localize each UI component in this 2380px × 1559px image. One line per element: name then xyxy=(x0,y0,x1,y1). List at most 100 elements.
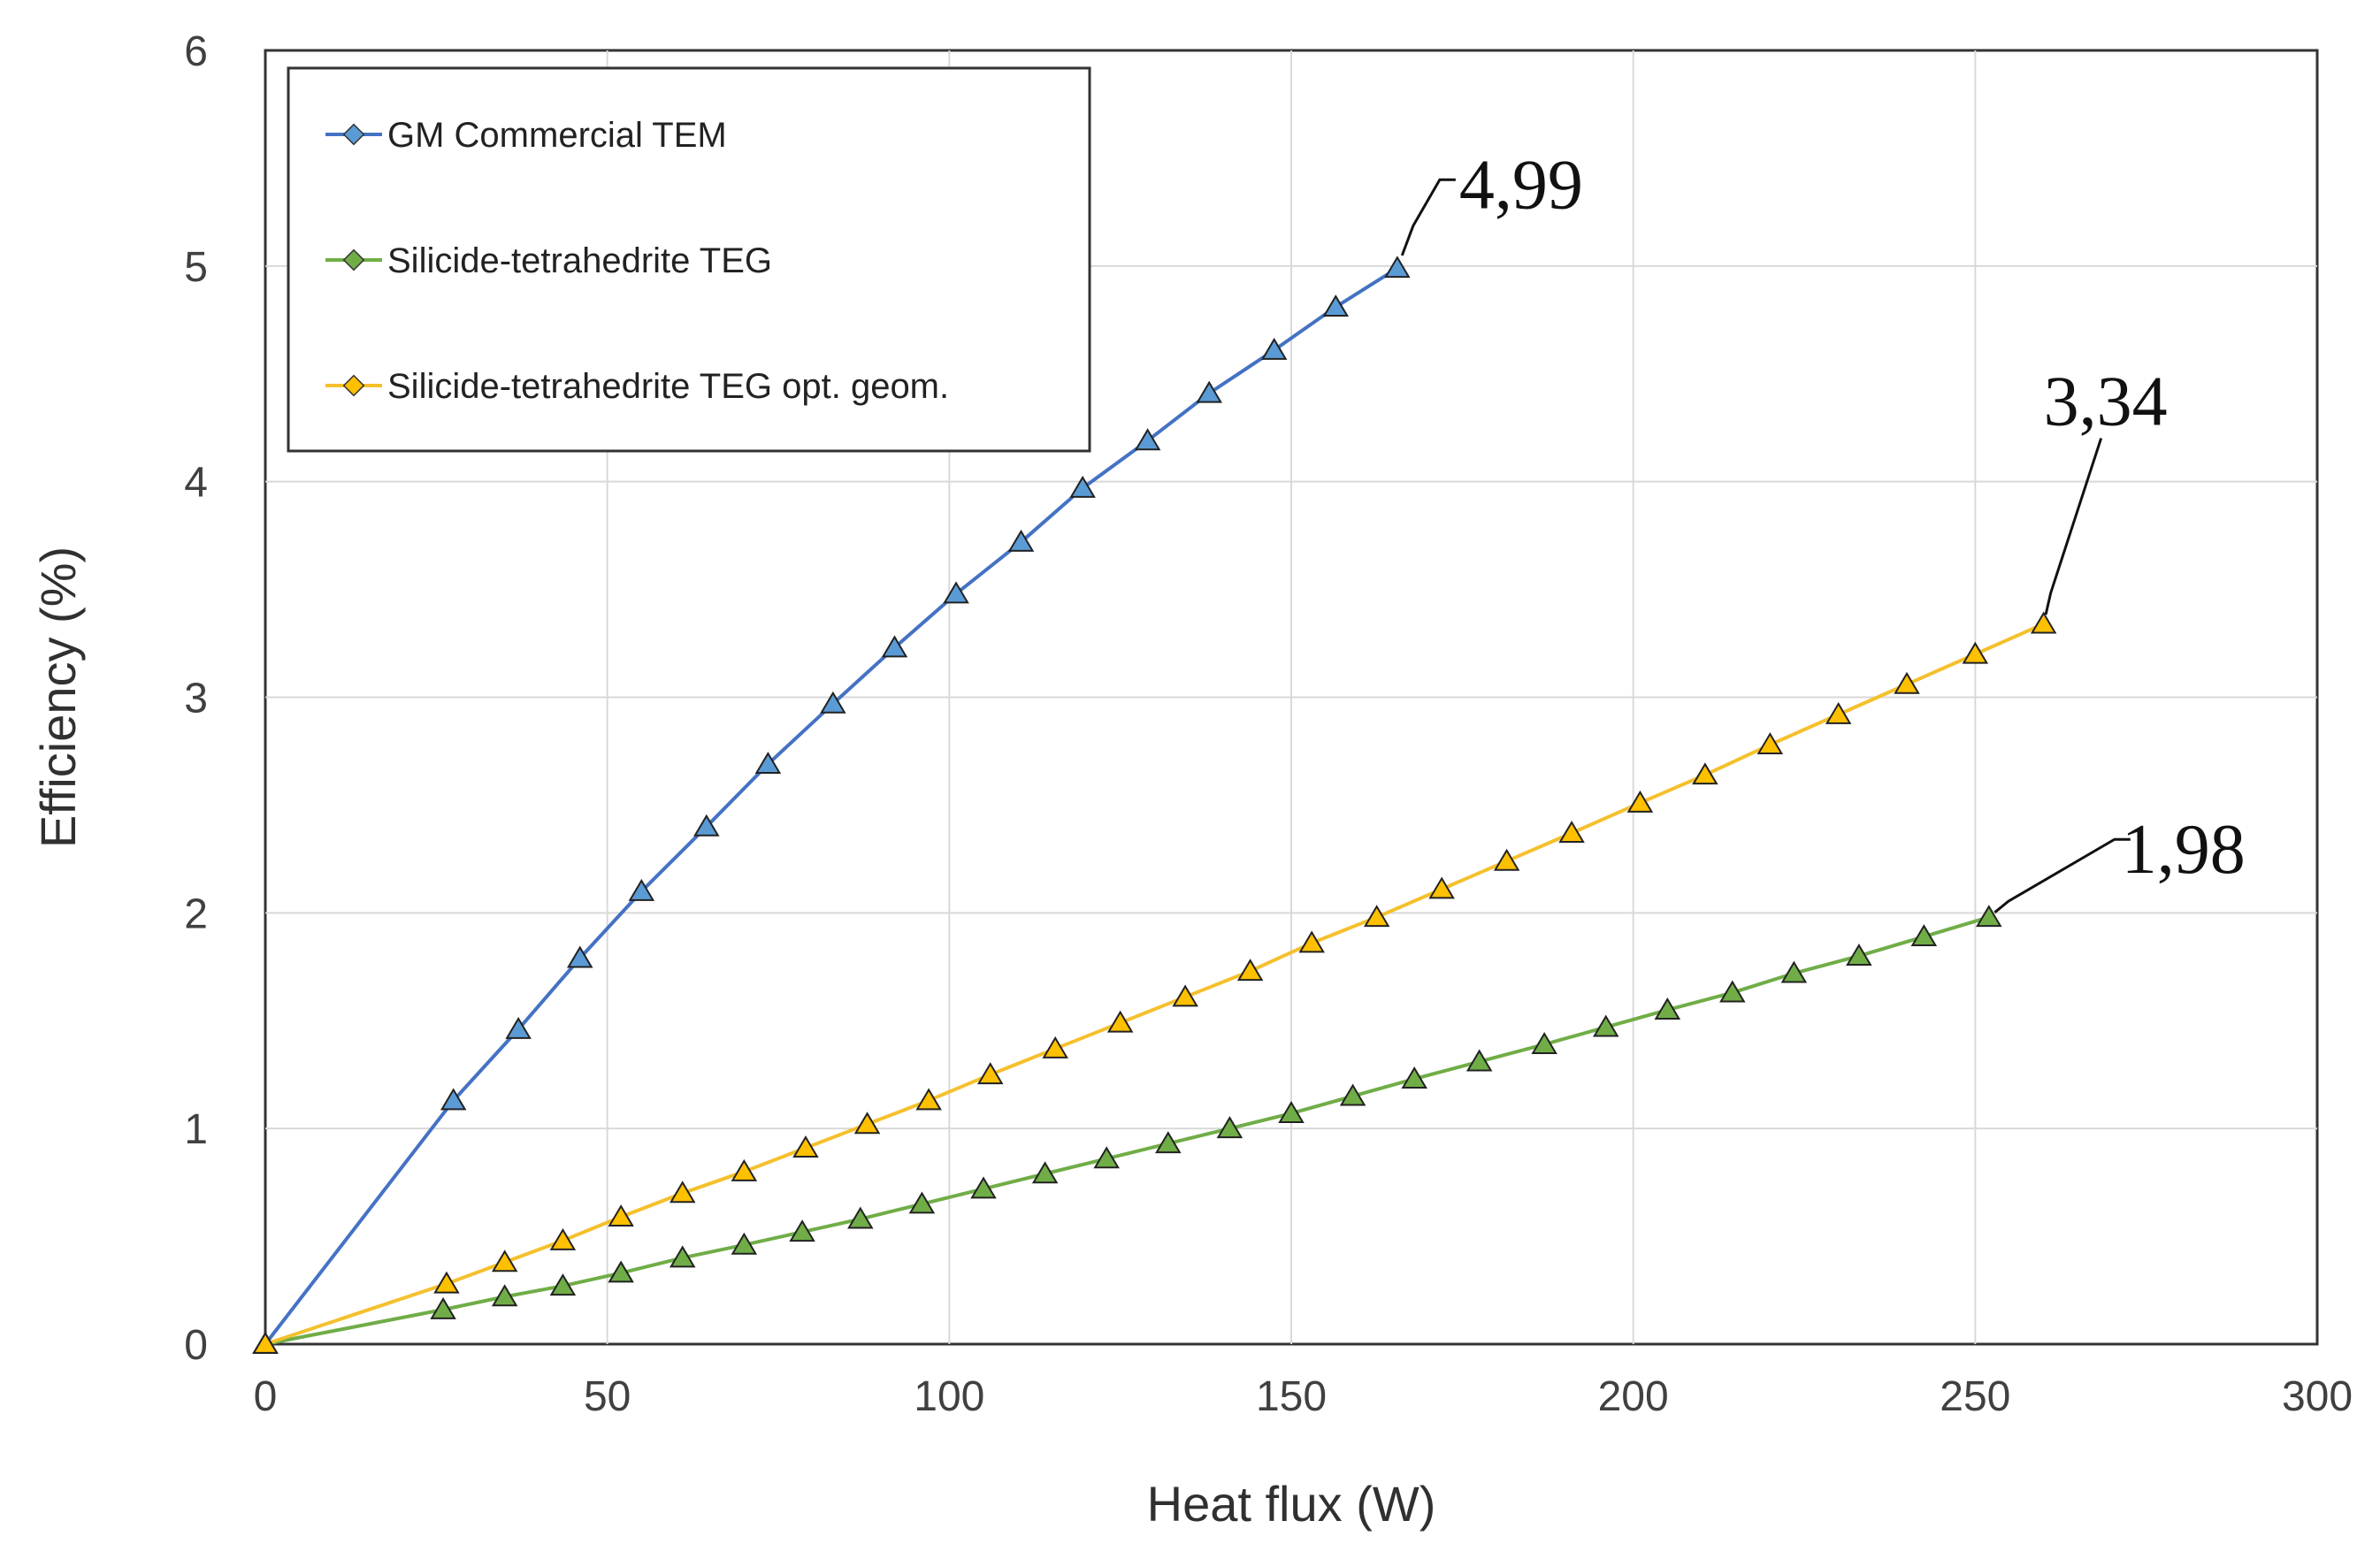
data-point xyxy=(669,1181,696,1204)
y-tick-label: 1 xyxy=(184,1106,208,1153)
value-callouts: 4,99 1,98 3,34 xyxy=(1400,146,2246,913)
data-point xyxy=(693,814,720,837)
data-point xyxy=(915,1088,942,1111)
data-point xyxy=(2030,611,2057,634)
data-point xyxy=(1976,905,2002,928)
data-point xyxy=(908,1191,936,1214)
callout-label: 4,99 xyxy=(1459,146,1583,224)
x-tick-label: 150 xyxy=(1256,1373,1327,1420)
callout-leader-line xyxy=(2044,438,2103,615)
callout-label: 3,34 xyxy=(2044,363,2168,441)
data-point xyxy=(491,1249,518,1272)
data-point xyxy=(976,1062,1004,1085)
data-point xyxy=(1825,701,1852,724)
data-point xyxy=(1042,1036,1068,1058)
data-point xyxy=(608,1204,634,1227)
x-tick-label: 200 xyxy=(1598,1373,1669,1420)
data-point xyxy=(1780,960,1808,983)
x-tick-label: 0 xyxy=(254,1373,278,1420)
data-point xyxy=(1236,959,1264,982)
data-point xyxy=(1493,848,1520,871)
data-point xyxy=(1756,732,1784,755)
data-point xyxy=(491,1284,518,1307)
legend: GM Commercial TEM Silicide-tetrahedrite T… xyxy=(287,66,1091,453)
data-point xyxy=(731,1232,758,1255)
y-tick-label: 6 xyxy=(184,28,208,75)
data-point xyxy=(1093,1146,1120,1169)
legend-label: Silicide-tetrahedrite TEG xyxy=(387,241,772,280)
x-tick-label: 100 xyxy=(914,1373,984,1420)
legend-marker-swatch xyxy=(342,123,365,146)
data-point xyxy=(970,1176,997,1199)
data-point xyxy=(430,1296,456,1319)
data-point xyxy=(1654,997,1681,1020)
x-axis-title: Heat flux (W) xyxy=(1147,1476,1436,1532)
callout-label: 1,98 xyxy=(2122,811,2246,889)
callout-leader-line xyxy=(1994,837,2131,913)
data-point xyxy=(789,1219,815,1242)
legend-marker-swatch xyxy=(342,374,365,397)
data-point xyxy=(1196,380,1222,403)
data-point xyxy=(1846,944,1872,966)
x-tick-labels: 0 50 100 150 200 250 300 xyxy=(254,1373,2353,1420)
data-point xyxy=(628,878,655,901)
data-point xyxy=(1216,1116,1244,1139)
y-tick-labels: 0 1 2 3 4 5 6 xyxy=(184,28,208,1369)
data-point xyxy=(1894,671,1920,694)
x-tick-label: 250 xyxy=(1940,1373,2010,1420)
data-point xyxy=(853,1112,881,1135)
data-point xyxy=(1134,428,1161,451)
data-point xyxy=(1031,1161,1059,1184)
data-point xyxy=(433,1271,460,1294)
data-point xyxy=(943,581,969,604)
data-point xyxy=(1428,876,1455,899)
data-point xyxy=(1155,1131,1182,1154)
data-point xyxy=(1363,905,1390,928)
data-point xyxy=(1298,930,1325,953)
data-point xyxy=(1069,475,1096,498)
y-tick-label: 3 xyxy=(184,676,208,722)
data-point xyxy=(505,1016,532,1039)
y-axis-title: Efficiency (%) xyxy=(30,546,86,848)
legend-label: GM Commercial TEM xyxy=(387,116,727,155)
data-point xyxy=(566,945,593,968)
data-point xyxy=(1910,924,1938,947)
data-point xyxy=(1007,529,1035,552)
data-point xyxy=(1558,821,1585,844)
data-point xyxy=(1322,294,1350,317)
data-point xyxy=(1384,256,1411,279)
data-point xyxy=(608,1260,634,1283)
data-point xyxy=(754,752,782,774)
data-point xyxy=(440,1088,467,1111)
data-point xyxy=(792,1135,819,1158)
data-point xyxy=(1592,1014,1619,1037)
legend-box xyxy=(287,66,1091,453)
data-point xyxy=(1260,337,1288,360)
y-tick-label: 4 xyxy=(184,460,208,507)
data-point xyxy=(1278,1101,1305,1123)
series-markers xyxy=(252,256,2057,1354)
x-tick-label: 50 xyxy=(584,1373,631,1420)
data-point xyxy=(820,691,846,714)
data-point xyxy=(549,1273,577,1296)
data-point xyxy=(1172,984,1198,1007)
y-tick-label: 2 xyxy=(184,890,208,937)
data-point xyxy=(881,635,908,658)
data-point xyxy=(1962,641,1989,664)
legend-marker-swatch xyxy=(342,248,365,271)
data-point xyxy=(669,1245,696,1268)
callout-leader-line xyxy=(1400,178,1456,256)
data-point xyxy=(1106,1010,1134,1033)
y-tick-label: 0 xyxy=(184,1322,208,1369)
data-point xyxy=(1339,1083,1366,1106)
data-point xyxy=(1719,980,1746,1003)
data-point xyxy=(731,1158,758,1181)
y-tick-label: 5 xyxy=(184,244,208,291)
data-point xyxy=(252,1331,279,1354)
x-tick-label: 300 xyxy=(2282,1373,2353,1420)
legend-label: Silicide-tetrahedrite TEG opt. geom. xyxy=(387,367,949,406)
data-point xyxy=(1531,1032,1557,1054)
data-point xyxy=(1626,790,1654,813)
data-point xyxy=(1692,762,1718,785)
